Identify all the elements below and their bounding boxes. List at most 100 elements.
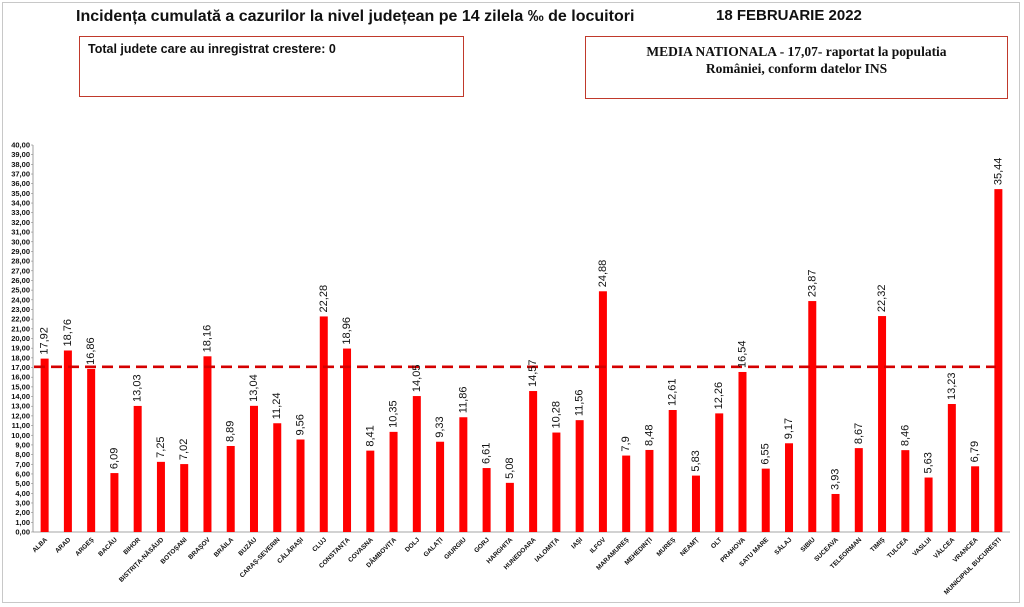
bar — [412, 396, 421, 532]
bar-value-label: 9,56 — [295, 414, 307, 435]
bar-value-label: 9,17 — [783, 418, 795, 439]
x-category-label: SIBIU — [799, 536, 816, 553]
y-tick-label: 29,00 — [11, 247, 30, 256]
bar — [645, 449, 654, 532]
y-tick-label: 0,00 — [15, 528, 30, 537]
y-tick-label: 8,00 — [15, 450, 30, 459]
increase-count-text: Total judete care au inregistrat crester… — [88, 42, 336, 56]
bar — [808, 301, 817, 532]
bar-value-label: 11,56 — [574, 389, 586, 416]
x-category-label: VÂLCEA — [931, 535, 956, 560]
y-tick-label: 2,00 — [15, 508, 30, 517]
y-tick-label: 38,00 — [11, 160, 30, 169]
bar-value-label: 5,08 — [504, 457, 516, 478]
value-labels: 17,92 18,76 16,86 6,09 13,03 7,25 7,02 18,16 8,8… — [39, 158, 1005, 490]
y-tick-label: 26,00 — [11, 276, 30, 285]
y-tick-label: 22,00 — [11, 315, 30, 324]
bar — [575, 420, 584, 532]
x-category-label: IAȘI — [570, 536, 584, 550]
x-category-label: IALOMIȚA — [534, 536, 561, 563]
y-tick-label: 12,00 — [11, 411, 30, 420]
bar — [831, 493, 840, 532]
y-tick-label: 39,00 — [11, 150, 30, 159]
y-tick-label: 24,00 — [11, 295, 30, 304]
bar — [180, 464, 189, 532]
bar-value-label: 6,61 — [481, 443, 493, 464]
bar-value-label: 22,28 — [318, 285, 330, 313]
bar — [738, 371, 747, 532]
bar — [994, 189, 1003, 533]
bar-value-label: 17,92 — [39, 327, 51, 355]
bar-value-label: 12,26 — [713, 382, 725, 410]
bar — [878, 316, 887, 532]
bar-value-label: 11,24 — [271, 393, 283, 420]
bar-value-label: 10,28 — [550, 401, 562, 429]
bar — [436, 441, 445, 532]
bar-value-label: 16,54 — [736, 340, 748, 368]
y-tick-label: 15,00 — [11, 382, 30, 391]
bar-value-label: 8,46 — [899, 425, 911, 446]
bar-value-label: 8,89 — [225, 421, 237, 442]
y-tick-label: 37,00 — [11, 170, 30, 179]
bar — [133, 405, 142, 532]
bar — [156, 461, 165, 532]
bar-value-label: 8,48 — [643, 425, 655, 446]
x-category-label: VASLUI — [912, 536, 934, 558]
y-tick-label: 25,00 — [11, 286, 30, 295]
bar-value-label: 5,63 — [923, 452, 935, 473]
x-category-label: BRĂILA — [211, 535, 235, 559]
y-tick-label: 19,00 — [11, 344, 30, 353]
bar-value-label: 24,88 — [597, 260, 609, 288]
y-tick-label: 5,00 — [15, 479, 30, 488]
y-tick-label: 3,00 — [15, 498, 30, 507]
x-category-label: BRAȘOV — [187, 536, 212, 561]
chart-title: Incidența cumulată a cazurilor la nivel … — [76, 8, 635, 25]
bar — [249, 405, 258, 532]
bar-value-label: 6,55 — [760, 443, 772, 464]
bar — [598, 291, 607, 532]
bar-value-label: 8,41 — [364, 425, 376, 446]
bar-value-label: 6,09 — [108, 448, 120, 469]
x-category-label: ALBA — [31, 536, 49, 554]
x-category-label: CLUJ — [311, 536, 328, 553]
x-category-label: BUZĂU — [236, 535, 259, 558]
y-tick-label: 18,00 — [11, 353, 30, 362]
bar-value-label: 18,76 — [62, 319, 74, 347]
x-category-label: ARAD — [54, 536, 72, 554]
bar-value-label: 23,87 — [806, 270, 818, 298]
bar-value-label: 6,79 — [969, 441, 981, 462]
x-category-label: GORJ — [473, 536, 491, 554]
x-category-label: BACĂU — [96, 535, 119, 558]
bar — [40, 358, 49, 532]
report-date: 18 FEBRUARIE 2022 — [716, 7, 862, 24]
y-tick-label: 40,00 — [11, 141, 30, 150]
y-tick-label: 28,00 — [11, 257, 30, 266]
x-category-label: DOLJ — [404, 536, 421, 553]
y-tick-label: 33,00 — [11, 208, 30, 217]
bar-value-label: 18,96 — [341, 317, 353, 345]
bar-value-label: 22,32 — [876, 285, 888, 313]
x-category-label: MUREȘ — [656, 536, 678, 558]
bar — [971, 466, 980, 532]
bar — [924, 477, 933, 532]
x-category-label: ARGEȘ — [74, 536, 96, 558]
y-tick-label: 11,00 — [12, 421, 30, 430]
y-tick-label: 32,00 — [11, 218, 30, 227]
y-tick-label: 7,00 — [15, 460, 30, 469]
y-tick-label: 27,00 — [11, 266, 30, 275]
x-category-label: NEAMȚ — [679, 536, 700, 557]
bar-value-label: 35,44 — [992, 158, 1004, 186]
y-tick-label: 31,00 — [11, 228, 30, 237]
bar — [63, 350, 72, 532]
bar — [459, 417, 468, 532]
bar — [505, 482, 514, 532]
bar — [296, 439, 305, 532]
y-tick-label: 9,00 — [15, 440, 30, 449]
x-category-label: TIMIȘ — [869, 536, 887, 554]
bar — [529, 391, 538, 532]
bar — [691, 475, 700, 532]
bar-value-label: 10,35 — [388, 400, 400, 428]
x-category-label: CARAȘ-SEVERIN — [239, 536, 282, 579]
